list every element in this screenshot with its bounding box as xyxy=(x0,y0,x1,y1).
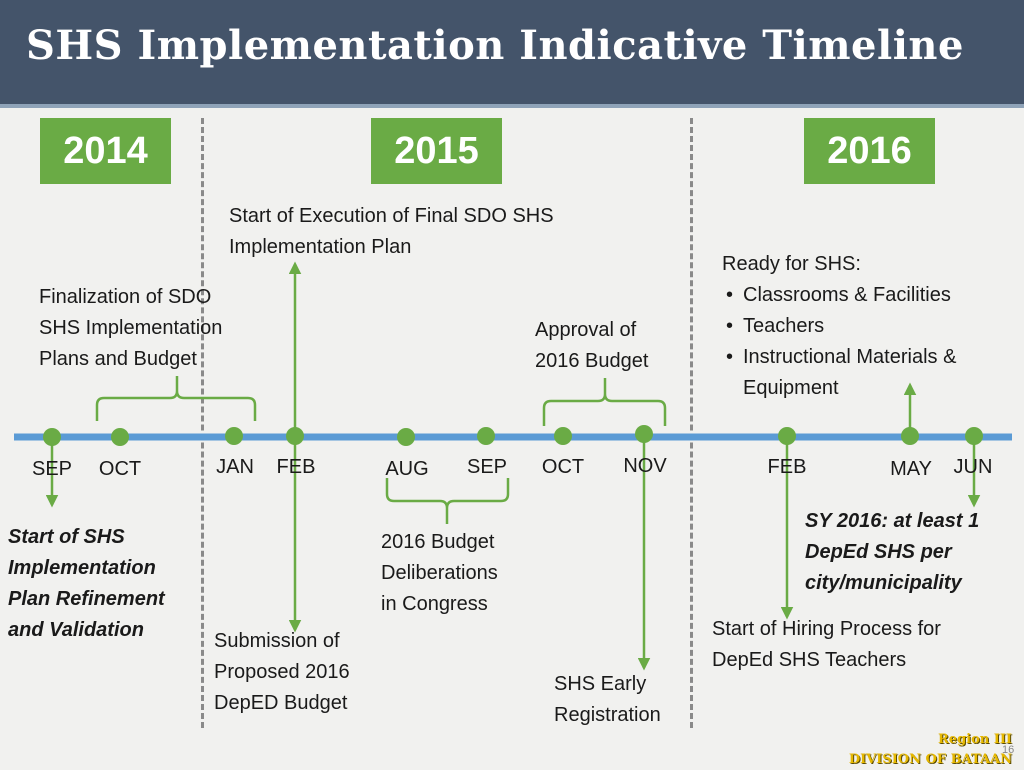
slide-title: SHS Implementation Indicative Timeline xyxy=(26,22,964,69)
marker-feb-2015 xyxy=(286,427,304,445)
marker-sep-2014 xyxy=(43,428,61,446)
brace-deliberations xyxy=(385,478,510,524)
marker-oct-2014 xyxy=(111,428,129,446)
ready-item: Instructional Materials & Equipment xyxy=(722,342,956,404)
footer-branding: Region III DIVISION OF BATAAN xyxy=(849,730,1012,770)
marker-may-2016 xyxy=(901,427,919,445)
month-label-sep-2015: SEP xyxy=(466,456,508,478)
month-label-jan-2015: JAN xyxy=(216,456,254,478)
marker-oct-2015 xyxy=(554,427,572,445)
month-label-may-2016: MAY xyxy=(890,458,932,480)
marker-nov-2015 xyxy=(635,425,653,443)
footer-division: DIVISION OF BATAAN xyxy=(848,752,1012,767)
event-sy2016: SY 2016: at least 1 DepEd SHS per city/m… xyxy=(805,510,980,594)
event-finalization: Finalization of SDO SHS Implementation P… xyxy=(39,286,223,370)
month-label-sep-2014: SEP xyxy=(31,458,73,480)
event-early-registration: SHS Early Registration xyxy=(554,673,661,726)
year-divider-2015-2016 xyxy=(690,118,693,728)
marker-sep-2015 xyxy=(477,427,495,445)
title-bar-accent xyxy=(0,104,1024,108)
month-label-feb-2016: FEB xyxy=(767,456,807,478)
ready-for-shs-list: Ready for SHS: Classrooms & Facilities T… xyxy=(722,249,956,404)
ready-item: Classrooms & Facilities xyxy=(722,280,956,311)
event-deliberations: 2016 Budget Deliberations in Congress xyxy=(381,531,498,615)
month-label-nov-2015: NOV xyxy=(623,455,667,477)
month-label-oct-2015: OCT xyxy=(541,456,585,478)
event-start-refinement: Start of SHS Implementation Plan Refinem… xyxy=(8,526,165,641)
marker-jun-2016 xyxy=(965,427,983,445)
event-approval: Approval of 2016 Budget xyxy=(535,319,649,372)
ready-heading: Ready for SHS: xyxy=(722,253,861,275)
ready-item: Teachers xyxy=(722,311,956,342)
month-label-aug-2015: AUG xyxy=(385,458,429,480)
footer-region: Region III xyxy=(938,732,1012,747)
month-label-feb-2015: FEB xyxy=(276,456,316,478)
year-box-2016: 2016 xyxy=(804,118,935,184)
marker-feb-2016 xyxy=(778,427,796,445)
marker-jan-2015 xyxy=(225,427,243,445)
year-box-2014: 2014 xyxy=(40,118,171,184)
event-start-execution: Start of Execution of Final SDO SHS Impl… xyxy=(229,205,554,258)
brace-approval xyxy=(542,378,667,426)
title-bar xyxy=(0,0,1024,104)
event-submission: Submission of Proposed 2016 DepED Budget xyxy=(214,630,350,714)
marker-aug-2015 xyxy=(397,428,415,446)
month-label-jun-2016: JUN xyxy=(953,456,993,478)
slide-number: 16 xyxy=(1002,744,1015,756)
year-box-2015: 2015 xyxy=(371,118,502,184)
event-hiring: Start of Hiring Process for DepEd SHS Te… xyxy=(712,618,941,671)
year-divider-2014-2015 xyxy=(201,118,204,728)
brace-finalization xyxy=(95,376,257,421)
month-label-oct-2014: OCT xyxy=(98,458,142,480)
